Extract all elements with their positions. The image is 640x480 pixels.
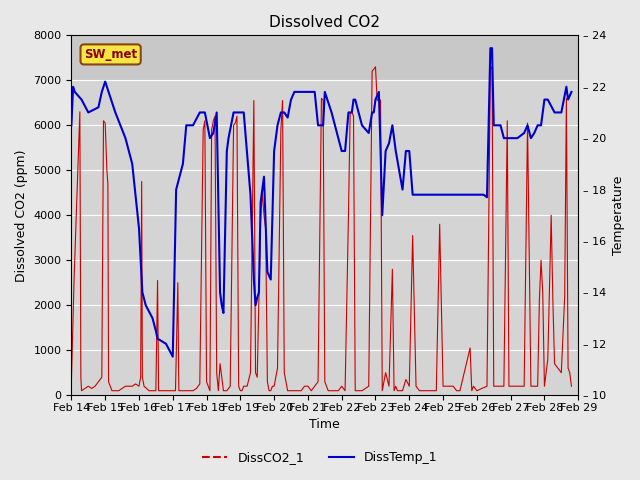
Y-axis label: Dissolved CO2 (ppm): Dissolved CO2 (ppm) bbox=[15, 149, 28, 281]
Text: SW_met: SW_met bbox=[84, 48, 137, 61]
Y-axis label: Temperature: Temperature bbox=[612, 176, 625, 255]
Bar bbox=[72, 36, 578, 80]
Title: Dissolved CO2: Dissolved CO2 bbox=[269, 15, 380, 30]
Legend: DissCO2_1, DissTemp_1: DissCO2_1, DissTemp_1 bbox=[197, 446, 443, 469]
X-axis label: Time: Time bbox=[309, 419, 340, 432]
